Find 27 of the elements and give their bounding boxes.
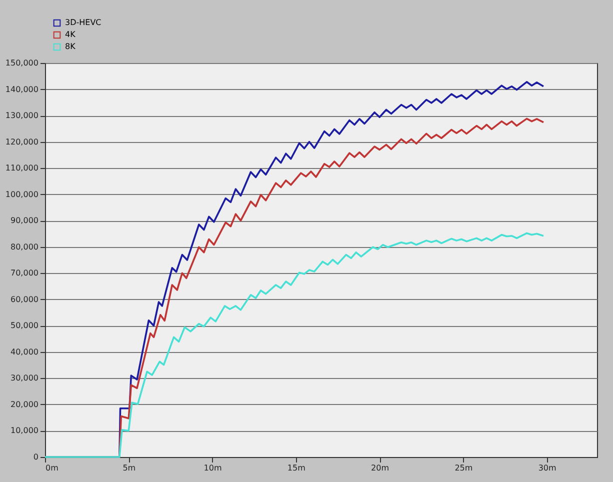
y-tick-label: 90,000 [10, 216, 38, 226]
x-tick-label: 0m [46, 464, 59, 472]
y-tick-label: 120,000 [5, 137, 38, 146]
y-tick-label: 140,000 [5, 84, 38, 94]
y-tick-label: 100,000 [5, 190, 38, 199]
y-tick-label: 80,000 [10, 242, 38, 252]
line-series [44, 232, 544, 458]
x-tick-label: 20m [371, 464, 390, 472]
y-tick-label: 20,000 [10, 400, 38, 409]
x-tick-label: 30m [538, 464, 557, 472]
x-tick-label: 5m [122, 464, 136, 472]
y-tick-label: 150,000 [5, 58, 38, 68]
y-tick-label: 110,000 [5, 164, 38, 173]
x-tick-label: 15m [287, 464, 306, 472]
legend-label: 3D-HEVC [65, 18, 102, 27]
x-tick-label: 25m [454, 464, 473, 472]
y-tick-label: 30,000 [10, 374, 38, 383]
legend-label: 8K [65, 42, 76, 51]
y-tick-label: 10,000 [10, 426, 38, 436]
y-tick-label: 40,000 [10, 347, 38, 356]
y-tick-label: 70,000 [10, 268, 38, 278]
y-tick-label: 0 [33, 452, 38, 462]
x-tick-label: 10m [204, 464, 222, 472]
y-tick-label: 60,000 [10, 294, 38, 304]
legend-label: 4K [65, 30, 76, 39]
y-tick-label: 130,000 [5, 111, 38, 120]
y-tick-label: 50,000 [10, 321, 38, 330]
